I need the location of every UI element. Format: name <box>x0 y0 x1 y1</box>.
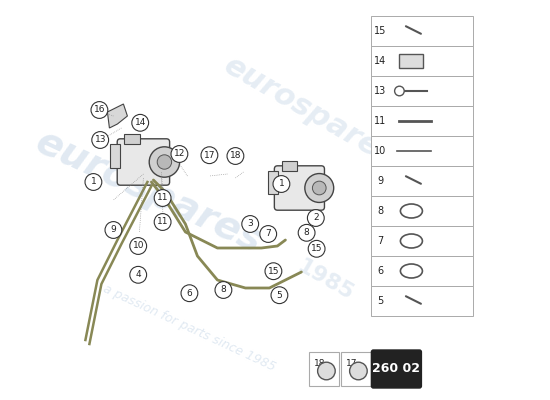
Text: 9: 9 <box>111 226 116 234</box>
Text: 12: 12 <box>174 150 185 158</box>
Text: 13: 13 <box>95 136 106 144</box>
Text: 14: 14 <box>135 118 146 127</box>
Circle shape <box>130 266 147 283</box>
Circle shape <box>92 132 108 148</box>
Circle shape <box>132 114 148 131</box>
FancyBboxPatch shape <box>117 139 169 185</box>
Text: 260 02: 260 02 <box>372 362 420 376</box>
Bar <box>310 352 339 386</box>
Text: eurospares: eurospares <box>30 123 269 261</box>
Circle shape <box>242 216 258 232</box>
Text: 6: 6 <box>377 266 383 276</box>
Text: 18: 18 <box>230 152 241 160</box>
Bar <box>399 54 424 68</box>
Text: 15: 15 <box>311 244 322 253</box>
Circle shape <box>157 155 172 169</box>
Bar <box>268 171 278 194</box>
Circle shape <box>298 224 315 241</box>
Circle shape <box>201 147 218 164</box>
Text: 8: 8 <box>377 206 383 216</box>
Circle shape <box>312 181 326 195</box>
Text: 10: 10 <box>374 146 386 156</box>
Circle shape <box>181 285 198 302</box>
Circle shape <box>305 174 334 202</box>
Bar <box>371 136 474 166</box>
Text: 16: 16 <box>94 106 105 114</box>
Text: 18: 18 <box>314 359 326 368</box>
Text: 3: 3 <box>248 220 253 228</box>
Bar <box>124 134 140 144</box>
Text: a passion for parts since 1985: a passion for parts since 1985 <box>101 282 278 374</box>
Circle shape <box>265 263 282 280</box>
Bar <box>371 16 474 46</box>
Text: 1: 1 <box>91 178 96 186</box>
Circle shape <box>85 174 102 190</box>
Text: 6: 6 <box>186 289 192 298</box>
Text: 17: 17 <box>204 151 215 160</box>
Circle shape <box>317 362 335 380</box>
Text: 8: 8 <box>304 228 310 237</box>
Text: 2: 2 <box>313 214 318 222</box>
Circle shape <box>260 226 277 242</box>
Text: 10: 10 <box>133 242 144 250</box>
Circle shape <box>154 214 171 230</box>
Text: 13: 13 <box>374 86 386 96</box>
Bar <box>371 166 474 196</box>
Bar <box>371 76 474 106</box>
Text: 11: 11 <box>157 218 168 226</box>
Text: 14: 14 <box>374 56 386 66</box>
Text: 17: 17 <box>346 359 358 368</box>
Polygon shape <box>107 104 128 128</box>
Circle shape <box>271 287 288 304</box>
Circle shape <box>273 176 290 192</box>
Text: 15: 15 <box>268 267 279 276</box>
FancyBboxPatch shape <box>274 166 324 210</box>
Circle shape <box>308 240 325 257</box>
Text: 5: 5 <box>277 291 282 300</box>
Text: 9: 9 <box>377 176 383 186</box>
Circle shape <box>171 146 188 162</box>
Text: 1: 1 <box>278 180 284 188</box>
Bar <box>371 286 474 316</box>
Bar <box>371 256 474 286</box>
Text: 11: 11 <box>157 194 168 202</box>
Bar <box>282 162 297 171</box>
Circle shape <box>130 238 147 254</box>
Circle shape <box>350 362 367 380</box>
Bar <box>111 144 120 168</box>
Bar <box>371 106 474 136</box>
Text: 1985: 1985 <box>294 256 357 304</box>
Bar <box>371 226 474 256</box>
Text: 11: 11 <box>374 116 386 126</box>
Text: eurospares: eurospares <box>219 51 400 173</box>
Bar <box>371 46 474 76</box>
Bar <box>371 196 474 226</box>
Text: 5: 5 <box>377 296 383 306</box>
Text: 7: 7 <box>265 230 271 238</box>
Text: 4: 4 <box>135 270 141 279</box>
Circle shape <box>394 86 404 96</box>
Text: 7: 7 <box>377 236 383 246</box>
Circle shape <box>105 222 122 238</box>
Circle shape <box>149 147 180 177</box>
Circle shape <box>154 190 171 206</box>
Bar <box>342 352 371 386</box>
FancyBboxPatch shape <box>371 350 421 388</box>
Circle shape <box>307 210 324 226</box>
Circle shape <box>215 282 232 298</box>
Text: 8: 8 <box>221 286 226 294</box>
Circle shape <box>91 102 108 118</box>
Text: 15: 15 <box>374 26 387 36</box>
Circle shape <box>227 148 244 164</box>
